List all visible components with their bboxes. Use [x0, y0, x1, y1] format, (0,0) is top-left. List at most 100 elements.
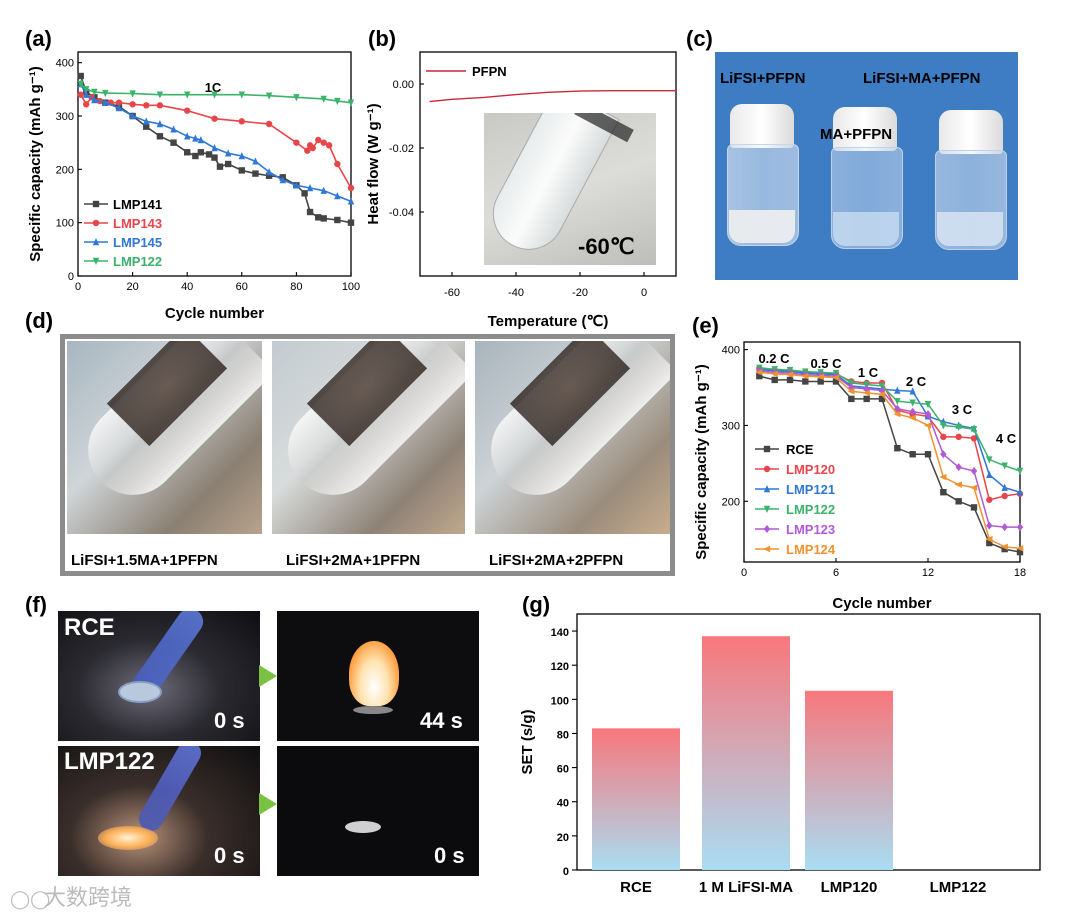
- data-point-LMP145: [91, 96, 98, 104]
- data-point-LMP143: [304, 147, 311, 154]
- legend-label-LMP141: LMP141: [113, 197, 162, 212]
- data-point-LMP123: [786, 369, 794, 378]
- data-point-RCE: [786, 376, 794, 384]
- tube-photo-2: [272, 341, 465, 534]
- plot-frame: [77, 51, 352, 277]
- legend-marker: [763, 525, 771, 533]
- vial-label-3: LiFSI+MA+PFPN: [863, 70, 981, 87]
- data-point-LMP141: [265, 172, 273, 179]
- data-point-LMP120: [924, 413, 932, 420]
- data-point-RCE: [940, 489, 947, 496]
- data-point-LMP122: [102, 89, 109, 98]
- data-point-LMP145: [320, 186, 327, 194]
- data-point-LMP123: [802, 370, 809, 379]
- data-point-LMP143: [325, 142, 333, 149]
- data-point-LMP124: [908, 414, 916, 422]
- data-point-LMP120: [817, 369, 824, 377]
- y-tick-label: 60: [557, 764, 569, 776]
- series-line-RCE: [759, 375, 1021, 553]
- y-tick-label: -0.04: [389, 207, 414, 219]
- data-point-LMP121: [909, 387, 916, 395]
- data-point-LMP123: [863, 385, 870, 394]
- data-point-LMP122: [238, 91, 245, 99]
- data-point-LMP145: [238, 152, 245, 160]
- legend-marker: [763, 545, 771, 553]
- data-point-LMP121: [1016, 488, 1024, 496]
- x-axis-label: Cycle number: [832, 595, 931, 612]
- tube-photo-1: [67, 341, 262, 534]
- data-point-RCE: [970, 504, 978, 511]
- x-tick-label: 0: [741, 567, 747, 579]
- data-point-LMP120: [909, 410, 916, 418]
- data-point-LMP121: [802, 369, 809, 377]
- data-point-LMP122: [82, 86, 90, 94]
- data-point-LMP145: [102, 98, 109, 106]
- data-point-LMP124: [801, 372, 809, 380]
- data-point-LMP122: [129, 90, 136, 98]
- y-tick-label: 300: [56, 111, 74, 123]
- data-point-LMP145: [77, 80, 84, 88]
- data-point-LMP145: [211, 144, 218, 152]
- y-tick-label: 100: [551, 695, 569, 707]
- data-point-RCE: [955, 498, 962, 505]
- data-point-LMP123: [1016, 523, 1024, 532]
- time-label: 0 s: [214, 708, 245, 733]
- data-point-LMP123: [878, 386, 886, 395]
- legend-label-LMP120: LMP120: [786, 462, 835, 477]
- y-axis-label: SET (s/g): [519, 709, 536, 774]
- data-point-LMP122: [265, 92, 273, 100]
- tube-photo-3: [475, 341, 670, 534]
- data-point-LMP124: [755, 369, 763, 376]
- data-point-LMP123: [986, 521, 993, 530]
- data-point-RCE: [863, 395, 870, 403]
- data-point-LMP124: [954, 481, 962, 488]
- data-point-LMP145: [170, 125, 177, 133]
- panel-label-a: (a): [25, 26, 52, 51]
- tube-caption-3: LiFSI+2MA+2PFPN: [489, 552, 624, 569]
- data-point-LMP120: [894, 407, 901, 414]
- legend-marker: [763, 485, 771, 493]
- series-line-LMP121: [759, 368, 1021, 493]
- data-point-LMP121: [940, 417, 947, 425]
- y-tick-label: 20: [557, 832, 569, 844]
- y-tick-label: 40: [557, 798, 569, 810]
- series-line-LMP120: [759, 367, 1021, 501]
- data-point-LMP141: [205, 151, 213, 158]
- panel-label-e: (e): [692, 313, 719, 338]
- data-point-LMP141: [347, 219, 355, 226]
- test-tube-photo: [484, 113, 656, 265]
- annotation-1c: 1C: [205, 80, 222, 95]
- y-tick-label: 0.00: [393, 79, 414, 91]
- data-point-LMP124: [1000, 543, 1008, 551]
- data-point-LMP143: [115, 99, 123, 106]
- rate-label: 2 C: [906, 374, 927, 389]
- data-point-LMP141: [211, 154, 218, 161]
- data-point-LMP122: [878, 382, 886, 390]
- data-point-RCE: [1016, 548, 1024, 556]
- series-line-LMP122: [80, 83, 352, 104]
- data-point-LMP121: [955, 421, 962, 429]
- series-line-LMP122: [759, 367, 1021, 472]
- legend-marker: [763, 445, 771, 453]
- legend-label-LMP124: LMP124: [786, 542, 836, 557]
- data-point-LMP122: [802, 368, 809, 376]
- y-tick-label: 80: [557, 729, 569, 741]
- data-point-LMP121: [848, 382, 855, 390]
- flame-photo-lmp122-0s: [58, 746, 260, 876]
- legend-marker: [763, 465, 771, 473]
- data-point-LMP121: [894, 386, 901, 394]
- legend-marker: [92, 257, 100, 265]
- x-tick-label: 40: [181, 281, 193, 293]
- data-point-LMP143: [82, 101, 90, 108]
- time-label: 0 s: [434, 843, 465, 868]
- data-point-LMP121: [863, 383, 870, 391]
- data-point-LMP143: [238, 118, 245, 125]
- data-point-LMP124: [770, 370, 778, 378]
- data-point-LMP141: [252, 170, 259, 177]
- data-point-LMP143: [320, 139, 327, 146]
- series-line-LMP123: [759, 370, 1020, 528]
- data-point-RCE: [848, 395, 855, 403]
- data-point-LMP145: [156, 120, 164, 128]
- data-point-LMP121: [878, 385, 886, 393]
- data-point-LMP141: [238, 167, 245, 174]
